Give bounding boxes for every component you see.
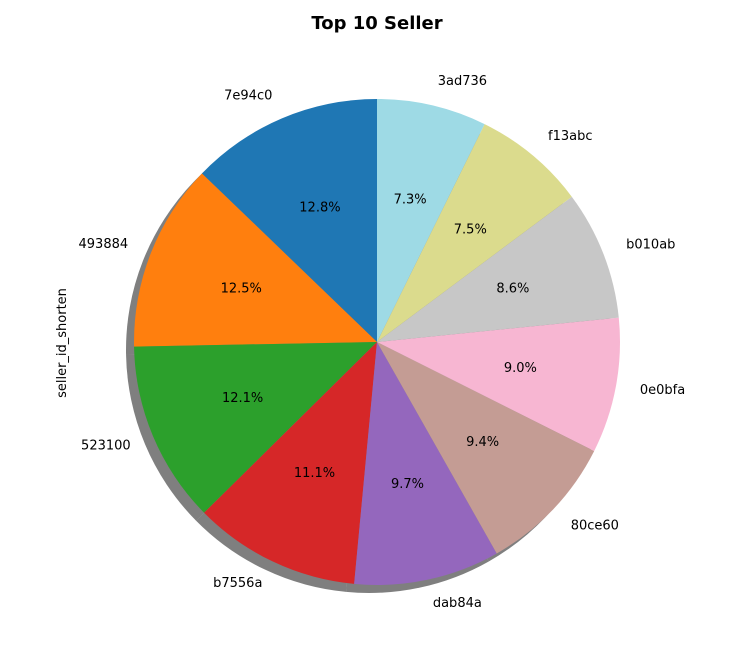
slice-label-80ce60: 80ce60 (571, 519, 619, 534)
pie-slice-80ce60 (377, 342, 595, 554)
slice-percent-80ce60: 9.4% (466, 435, 499, 450)
pie-slice-523100 (134, 342, 377, 513)
pie-slice-dab84a (354, 342, 497, 585)
slice-label-523100: 523100 (81, 438, 131, 453)
slice-label-f13abc: f13abc (548, 129, 592, 144)
slice-percent-7e94c0: 12.8% (299, 200, 340, 215)
pie-slice-493884 (133, 173, 377, 347)
pie-labels: 7e94c0 12.8% 493884 12.5% 523100 12.1% b7556a 1… (79, 74, 686, 611)
slice-percent-3ad736: 7.3% (394, 193, 427, 208)
pie-slices (133, 98, 620, 585)
pie-slice-0e0bfa (377, 317, 620, 451)
slice-percent-f13abc: 7.5% (454, 222, 487, 237)
pie-slice-b7556a (204, 342, 377, 584)
pie-slice-f13abc (377, 124, 572, 343)
slice-label-b7556a: b7556a (213, 576, 262, 591)
slice-label-3ad736: 3ad736 (438, 74, 487, 89)
slice-percent-b7556a: 11.1% (294, 466, 335, 481)
chart-title: Top 10 Seller (311, 13, 442, 34)
slice-label-493884: 493884 (79, 237, 129, 252)
pie-slice-7e94c0 (201, 98, 377, 342)
slice-percent-dab84a: 9.7% (391, 477, 424, 492)
slice-percent-0e0bfa: 9.0% (504, 361, 537, 376)
slice-label-dab84a: dab84a (433, 596, 482, 611)
slice-percent-b010ab: 8.6% (496, 282, 529, 297)
slice-label-7e94c0: 7e94c0 (224, 89, 272, 104)
slice-label-b010ab: b010ab (626, 238, 675, 253)
pie-slice-b010ab (377, 196, 619, 342)
slice-percent-493884: 12.5% (221, 281, 262, 296)
y-axis-label: seller_id_shorten (55, 288, 70, 398)
pie-slice-3ad736 (377, 99, 485, 342)
slice-percent-523100: 12.1% (222, 391, 263, 406)
slice-label-0e0bfa: 0e0bfa (640, 383, 685, 398)
